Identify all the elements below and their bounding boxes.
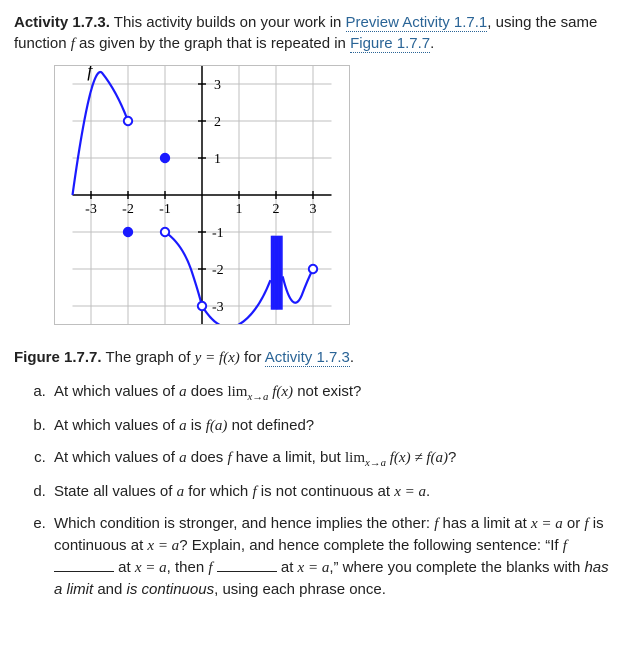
qe-xa3: x = a [135,560,167,576]
intro-text-3: as given by the graph that is repeated i… [75,35,350,52]
intro-text-1: This activity builds on your work in [110,14,346,31]
question-e: Which condition is stronger, and hence i… [50,513,612,600]
qd-t3: is not continuous at [257,483,395,500]
qc-a: a [179,450,187,466]
svg-text:-2: -2 [212,263,224,278]
qd-t2: for which [184,483,252,500]
figure-label: Figure 1.7.7. [14,349,102,366]
qb-a: a [179,418,187,434]
qc-t3: have a limit, but [232,449,345,466]
graph-container: -3-2-1123123-1-2-3f [54,65,612,331]
figure-text-1: The graph of [102,349,195,366]
svg-text:1: 1 [236,202,243,217]
blank-2 [217,558,277,573]
question-c: At which values of a does f have a limit… [50,447,612,471]
question-a: At which values of a does limx→a f(x) no… [50,381,612,405]
figure-text-2: for [240,349,265,366]
svg-text:2: 2 [273,202,280,217]
qa-t1: At which values of [54,383,179,400]
qe-phr2: is continuous [127,581,215,598]
qc-lim: lim [345,450,365,466]
qb-t3: not defined? [227,417,314,434]
qc-fx: f(x) ≠ f(a) [386,450,448,466]
qe-t2: has a limit at [438,515,531,532]
qd-xa: x = a [394,484,426,500]
qe-f4: f [208,560,212,576]
qc-t4: ? [448,449,456,466]
qc-t2: does [187,449,228,466]
qe-t8: at [281,559,298,576]
qd-t1: State all values of [54,483,177,500]
qc-t1: At which values of [54,449,179,466]
svg-text:-1: -1 [212,226,224,241]
qa-t3: not exist? [293,383,361,400]
qe-t9: ,” where you complete the blanks with [329,559,584,576]
qe-t7: , then [167,559,209,576]
svg-text:-3: -3 [85,202,97,217]
svg-text:3: 3 [310,202,317,217]
qa-sub: x→a [247,391,268,403]
svg-text:2: 2 [214,115,221,130]
qe-t6: at [118,559,135,576]
qb-fa: f(a) [206,418,228,434]
qe-f3: f [563,538,567,554]
link-preview-activity[interactable]: Preview Activity 1.7.1 [346,14,488,32]
intro-text-4: . [430,35,434,52]
activity-intro: Activity 1.7.3. This activity builds on … [14,12,612,55]
qd-t4: . [426,483,430,500]
qe-t1: Which condition is stronger, and hence i… [54,515,434,532]
link-activity[interactable]: Activity 1.7.3 [265,349,350,367]
qe-t3: or [563,515,585,532]
qb-t2: is [187,417,206,434]
activity-label: Activity 1.7.3. [14,14,110,31]
qa-lim: lim [227,384,247,400]
qe-xa4: x = a [298,560,330,576]
figure-text-3: . [350,349,354,366]
question-b: At which values of a is f(a) not defined… [50,415,612,437]
question-d: State all values of a for which f is not… [50,481,612,503]
svg-text:-3: -3 [212,300,224,315]
figure-eq: y = f(x) [195,350,240,366]
blank-1 [54,558,114,573]
qe-xa: x = a [531,516,563,532]
svg-text:-1: -1 [159,202,171,217]
svg-text:-2: -2 [122,202,134,217]
qe-t10: and [93,581,126,598]
qa-t2: does [187,383,228,400]
svg-text:3: 3 [214,78,221,93]
qd-a: a [177,484,185,500]
question-list: At which values of a does limx→a f(x) no… [14,381,612,600]
svg-text:1: 1 [214,152,221,167]
qb-t1: At which values of [54,417,179,434]
qa-fx: f(x) [268,384,293,400]
function-graph: -3-2-1123123-1-2-3f [54,65,350,325]
figure-caption: Figure 1.7.7. The graph of y = f(x) for … [14,347,612,369]
qe-xa2: x = a [147,538,179,554]
qc-sub: x→a [365,457,386,469]
link-figure[interactable]: Figure 1.7.7 [350,35,430,53]
qe-t11: , using each phrase once. [214,581,386,598]
qa-a: a [179,384,187,400]
qe-t5: ? Explain, and hence complete the follow… [179,537,563,554]
